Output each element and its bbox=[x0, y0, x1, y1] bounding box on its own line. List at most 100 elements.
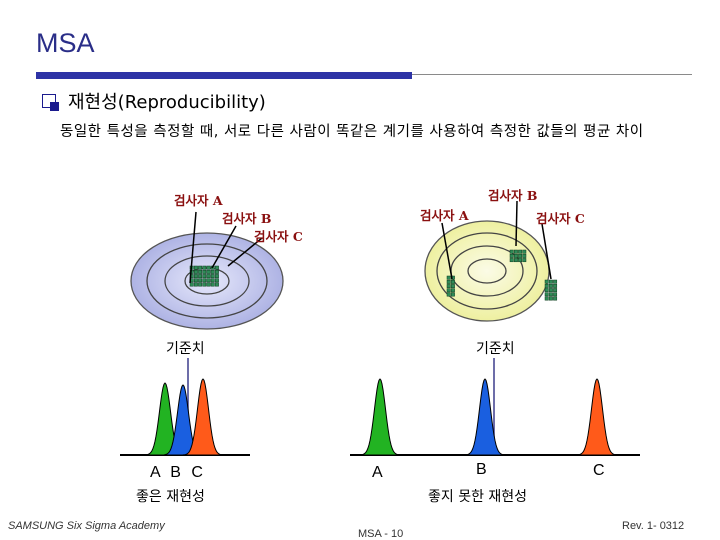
measurement-dot-right-b bbox=[513, 253, 518, 258]
left-measurement-cluster bbox=[189, 265, 219, 287]
left-curve-labels: A B C bbox=[150, 464, 203, 481]
measurement-dot-right-c bbox=[544, 292, 549, 297]
measurement-dot-right-b bbox=[522, 249, 527, 254]
left-inspector-c-label: 검사자 C bbox=[254, 229, 303, 244]
measurement-dot-left bbox=[202, 278, 207, 283]
right-inspector-c-label: 검사자 C bbox=[536, 211, 585, 226]
measurement-dot-left bbox=[193, 269, 198, 274]
measurement-dot-left bbox=[214, 265, 219, 270]
right-label-a: A bbox=[372, 464, 383, 481]
right-curve-a bbox=[359, 378, 401, 456]
measurement-dot-right-b bbox=[518, 253, 523, 258]
footer-revision: Rev. 1- 0312 bbox=[622, 520, 685, 532]
title-rule-line bbox=[412, 74, 692, 75]
measurement-dot-right-a bbox=[450, 288, 455, 293]
measurement-dot-left bbox=[214, 282, 219, 287]
measurement-dot-left bbox=[193, 278, 198, 283]
measurement-dot-right-c bbox=[548, 288, 553, 293]
left-distributions bbox=[120, 358, 250, 456]
right-label-c: C bbox=[593, 462, 605, 479]
measurement-dot-right-b bbox=[509, 258, 514, 263]
measurement-dot-right-a bbox=[450, 292, 455, 297]
measurement-dot-left bbox=[214, 278, 219, 283]
measurement-dot-left bbox=[210, 269, 215, 274]
measurement-dot-left bbox=[214, 274, 219, 279]
measurement-dot-right-b bbox=[518, 258, 523, 263]
measurement-dot-left bbox=[206, 282, 211, 287]
measurement-dot-left bbox=[198, 278, 203, 283]
measurement-dot-right-c bbox=[553, 292, 558, 297]
measurement-dot-left bbox=[193, 274, 198, 279]
measurement-dot-right-b bbox=[513, 258, 518, 263]
measurement-dot-left bbox=[198, 282, 203, 287]
checkbox-bullet-icon bbox=[42, 94, 59, 111]
measurement-dot-right-a bbox=[446, 288, 451, 293]
measurement-dot-right-b bbox=[513, 249, 518, 254]
left-curve-c bbox=[182, 378, 224, 456]
measurement-dot-left bbox=[202, 269, 207, 274]
measurement-dot-right-a bbox=[450, 279, 455, 284]
measurement-dot-left bbox=[202, 274, 207, 279]
right-curve-b bbox=[464, 378, 506, 456]
measurement-dot-left bbox=[206, 269, 211, 274]
measurement-dot-right-b bbox=[522, 253, 527, 258]
section-heading: 재현성(Reproducibility) bbox=[68, 92, 266, 113]
right-caption: 좋지 못한 재현성 bbox=[428, 489, 528, 505]
right-reference-label: 기준치 bbox=[476, 341, 515, 357]
measurement-dot-right-c bbox=[544, 296, 549, 301]
measurement-dot-right-c bbox=[553, 296, 558, 301]
measurement-dot-left bbox=[214, 269, 219, 274]
measurement-dot-right-b bbox=[518, 249, 523, 254]
measurement-dot-right-a bbox=[446, 292, 451, 297]
measurement-dot-left bbox=[193, 282, 198, 287]
right-measurement-clusters bbox=[446, 249, 558, 301]
measurement-dot-left bbox=[206, 265, 211, 270]
measurement-dot-right-b bbox=[522, 258, 527, 263]
measurement-dot-right-c bbox=[553, 288, 558, 293]
measurement-dot-right-c bbox=[553, 283, 558, 288]
left-inspector-a-label: 검사자 A bbox=[174, 193, 223, 208]
left-caption: 좋은 재현성 bbox=[136, 489, 205, 505]
measurement-dot-right-b bbox=[509, 253, 514, 258]
measurement-dot-right-c bbox=[553, 279, 558, 284]
measurement-dot-right-c bbox=[548, 292, 553, 297]
section-description: 동일한 특성을 측정할 때, 서로 다른 사람이 똑같은 계기를 사용하여 측정… bbox=[60, 124, 644, 140]
measurement-dot-left bbox=[206, 274, 211, 279]
measurement-dot-left bbox=[210, 282, 215, 287]
measurement-dot-left bbox=[210, 278, 215, 283]
measurement-dot-left bbox=[193, 265, 198, 270]
measurement-dot-left bbox=[189, 282, 194, 287]
measurement-dot-left bbox=[198, 274, 203, 279]
measurement-dot-right-b bbox=[509, 249, 514, 254]
page-title: MSA bbox=[36, 28, 95, 58]
measurement-dot-left bbox=[198, 269, 203, 274]
footer-academy: SAMSUNG Six Sigma Academy bbox=[8, 520, 165, 532]
left-reference-label: 기준치 bbox=[166, 341, 205, 357]
measurement-dot-right-c bbox=[548, 283, 553, 288]
right-label-b: B bbox=[476, 461, 487, 478]
measurement-dot-left bbox=[198, 265, 203, 270]
measurement-dot-left bbox=[206, 278, 211, 283]
measurement-dot-right-c bbox=[548, 279, 553, 284]
right-distributions bbox=[350, 358, 640, 456]
measurement-dot-right-c bbox=[544, 288, 549, 293]
measurement-dot-right-c bbox=[544, 279, 549, 284]
left-inspector-b-label: 검사자 B bbox=[222, 211, 272, 226]
right-curve-c bbox=[576, 378, 618, 456]
title-rule-accent bbox=[36, 72, 412, 79]
left-target bbox=[130, 211, 284, 330]
measurement-dot-left bbox=[202, 282, 207, 287]
right-inspector-a-label: 검사자 A bbox=[420, 208, 469, 223]
measurement-dot-right-c bbox=[544, 283, 549, 288]
right-target bbox=[424, 200, 558, 322]
measurement-dot-left bbox=[202, 265, 207, 270]
measurement-dot-left bbox=[210, 274, 215, 279]
measurement-dot-right-a bbox=[446, 284, 451, 289]
measurement-dot-right-a bbox=[450, 284, 455, 289]
measurement-dot-right-a bbox=[446, 279, 451, 284]
measurement-dot-right-a bbox=[446, 275, 451, 280]
footer-page: MSA - 10 bbox=[358, 528, 404, 540]
right-inspector-b-label: 검사자 B bbox=[488, 188, 538, 203]
measurement-dot-right-c bbox=[548, 296, 553, 301]
